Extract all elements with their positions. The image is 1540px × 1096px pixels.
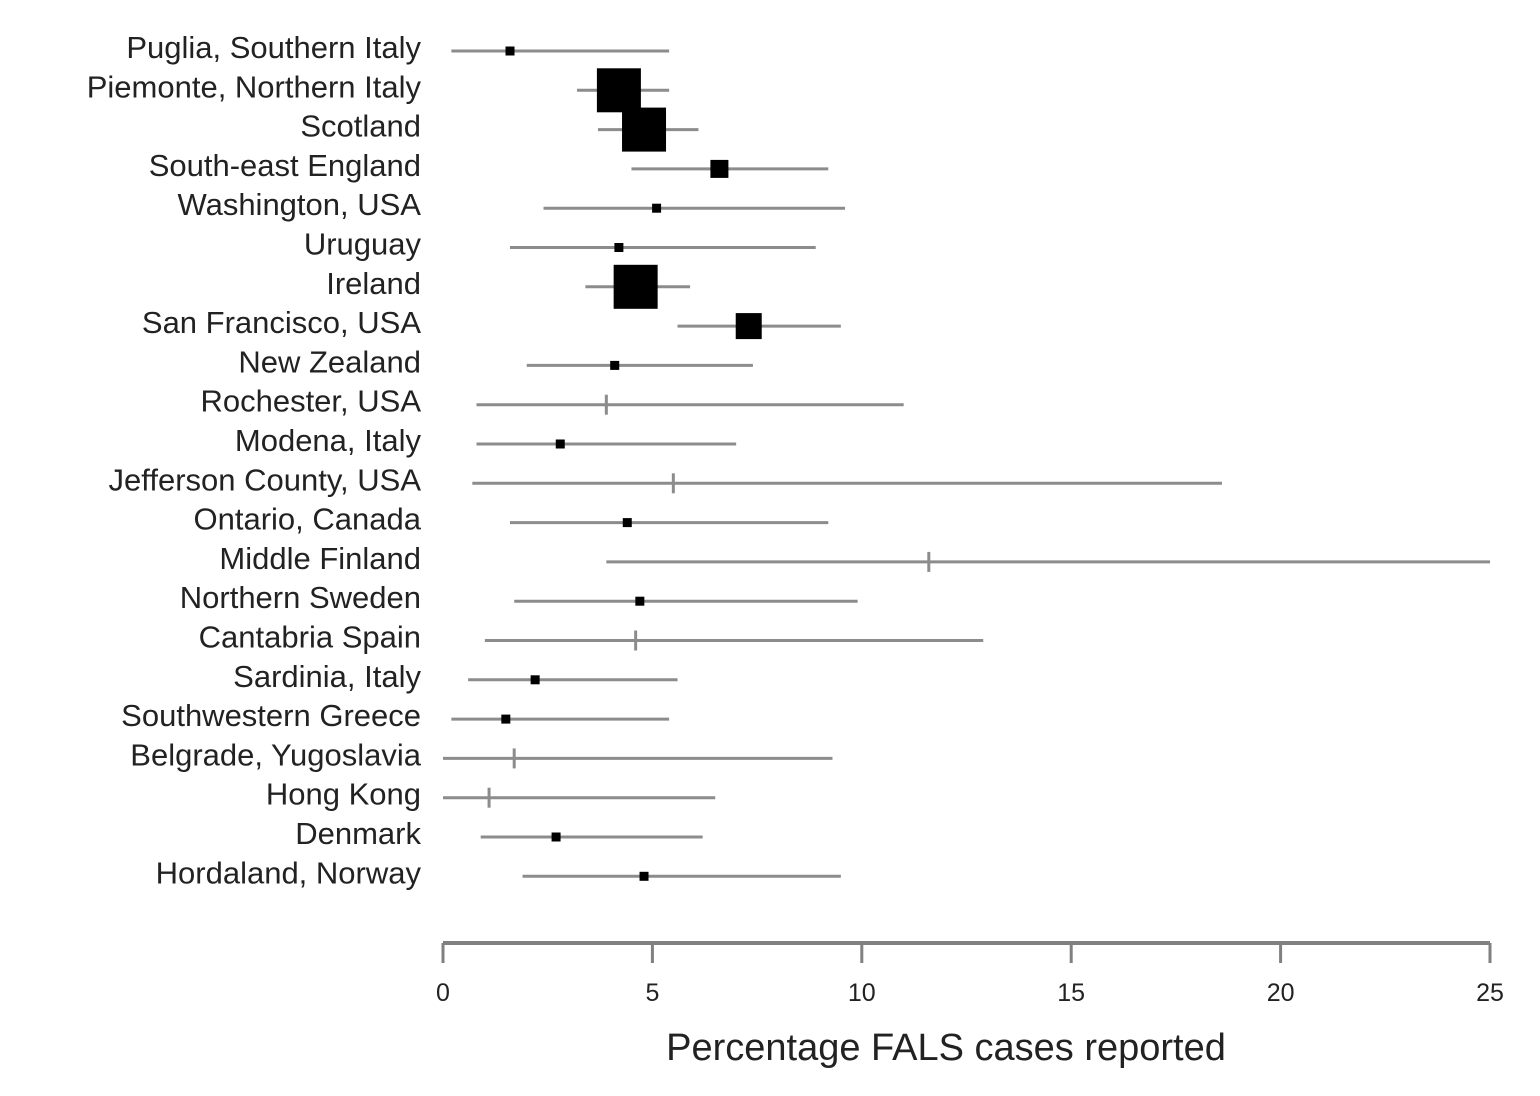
x-tick-label: 10: [848, 979, 876, 1007]
study-label: Modena, Italy: [235, 423, 422, 458]
study-label: Uruguay: [304, 227, 422, 262]
study-label: Northern Sweden: [180, 580, 421, 615]
point-estimate-marker: [622, 107, 667, 152]
point-estimate-marker: [555, 439, 565, 449]
point-estimate-marker: [635, 596, 645, 606]
study-label: San Francisco, USA: [142, 305, 421, 340]
x-axis-ticks: 0 5 10 15 20 25: [436, 943, 1504, 1007]
study-row: Washington, USA: [177, 187, 846, 222]
x-tick-label: 25: [1476, 979, 1504, 1007]
point-estimate-marker: [613, 264, 658, 309]
study-row: Hordaland, Norway: [156, 855, 841, 890]
study-row: Jefferson County, USA: [109, 462, 1222, 497]
point-estimate-marker: [639, 871, 649, 881]
study-row: Denmark: [295, 816, 703, 851]
study-row: Middle Finland: [219, 541, 1490, 576]
study-row: Hong Kong: [266, 777, 716, 812]
point-estimate-marker: [652, 203, 662, 213]
study-row: New Zealand: [238, 344, 753, 379]
study-row: South-east England: [149, 148, 829, 183]
point-estimate-marker: [614, 243, 624, 252]
study-label: Cantabria Spain: [199, 620, 421, 655]
study-label: Jefferson County, USA: [109, 462, 422, 497]
study-label: Southwestern Greece: [121, 698, 421, 733]
study-row: Uruguay: [304, 227, 816, 262]
point-estimate-marker: [551, 832, 561, 842]
study-label: South-east England: [149, 148, 421, 183]
point-estimate-marker: [530, 675, 540, 685]
study-row: San Francisco, USA: [142, 305, 841, 340]
study-row: Modena, Italy: [235, 423, 737, 458]
study-label: Scotland: [300, 109, 421, 144]
x-tick-label: 15: [1057, 979, 1085, 1007]
study-rows: Puglia, Southern Italy Piemonte, Northern…: [87, 30, 1490, 890]
study-label: Middle Finland: [219, 541, 421, 576]
study-label: Puglia, Southern Italy: [126, 30, 421, 65]
study-row: Ontario, Canada: [194, 502, 829, 537]
study-row: Southwestern Greece: [121, 698, 670, 733]
study-label: Hong Kong: [266, 777, 421, 812]
study-label: Belgrade, Yugoslavia: [130, 737, 421, 772]
point-estimate-marker: [596, 68, 641, 113]
study-label: Sardinia, Italy: [233, 659, 421, 694]
study-row: Scotland: [300, 107, 699, 152]
point-estimate-marker: [610, 360, 620, 370]
study-row: Belgrade, Yugoslavia: [130, 737, 833, 772]
x-tick-label: 5: [645, 979, 659, 1007]
point-estimate-marker: [501, 714, 511, 724]
study-row: Northern Sweden: [180, 580, 858, 615]
study-row: Puglia, Southern Italy: [126, 30, 670, 65]
x-axis: 0 5 10 15 20 25: [436, 941, 1504, 1007]
x-axis-title: Percentage FALS cases reported: [666, 1027, 1226, 1069]
study-label: Ireland: [326, 266, 421, 301]
study-row: Ireland: [326, 264, 691, 309]
x-tick-label: 20: [1267, 979, 1295, 1007]
study-label: New Zealand: [238, 344, 421, 379]
study-label: Washington, USA: [177, 187, 421, 222]
study-label: Ontario, Canada: [194, 502, 422, 537]
study-row: Sardinia, Italy: [233, 659, 678, 694]
point-estimate-marker: [710, 159, 729, 178]
point-estimate-marker: [505, 46, 515, 56]
x-tick-label: 0: [436, 979, 450, 1007]
study-label: Rochester, USA: [200, 384, 421, 419]
study-label: Piemonte, Northern Italy: [87, 69, 422, 104]
point-estimate-marker: [735, 313, 762, 340]
study-row: Piemonte, Northern Italy: [87, 68, 670, 113]
study-label: Denmark: [295, 816, 421, 851]
point-estimate-marker: [622, 518, 632, 528]
study-row: Rochester, USA: [200, 384, 904, 419]
study-row: Cantabria Spain: [199, 620, 984, 655]
study-label: Hordaland, Norway: [156, 855, 422, 890]
